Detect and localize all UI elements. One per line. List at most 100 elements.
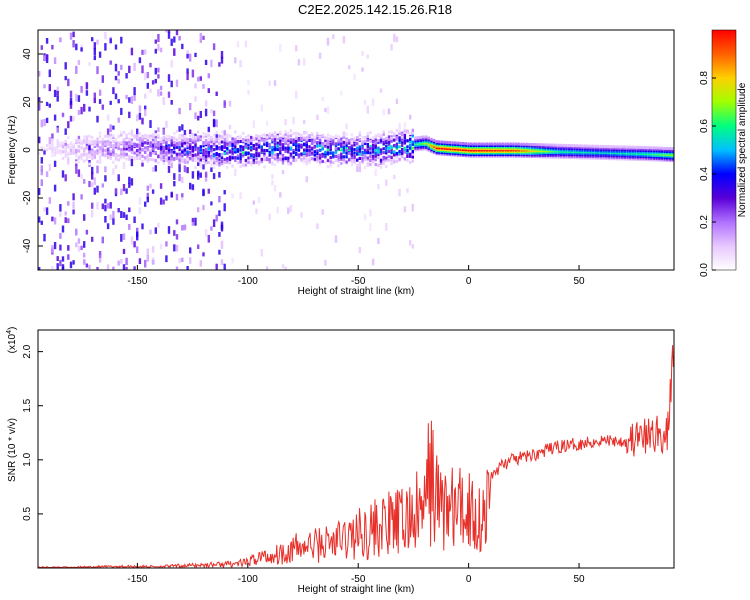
heatmap-ridge-cell bbox=[279, 149, 282, 153]
heatmap-ridge-cell bbox=[337, 138, 340, 142]
heatmap-ridge-cell bbox=[234, 142, 237, 146]
heatmap-ridge-cell bbox=[287, 143, 290, 147]
heatmap-cell bbox=[202, 164, 205, 170]
heatmap-ridge-cell bbox=[446, 140, 449, 144]
heatmap-cell bbox=[91, 182, 94, 187]
heatmap-cell bbox=[112, 210, 115, 219]
x-tick-label: 0 bbox=[466, 574, 472, 585]
heatmap-ridge-cell bbox=[186, 139, 189, 143]
heatmap-ridge-cell bbox=[210, 136, 213, 140]
heatmap-cell bbox=[157, 74, 160, 79]
heatmap-ridge-cell bbox=[181, 134, 184, 138]
heatmap-cell bbox=[59, 212, 62, 217]
heatmap-ridge-cell bbox=[178, 152, 181, 156]
heatmap-ridge-cell bbox=[242, 154, 245, 158]
heatmap-ridge-cell bbox=[271, 138, 274, 142]
heatmap-cell bbox=[77, 245, 81, 252]
heatmap-ridge-cell bbox=[106, 154, 110, 158]
heatmap-cell bbox=[202, 35, 205, 40]
heatmap-cell bbox=[223, 130, 226, 137]
heatmap-ridge-cell bbox=[305, 148, 308, 152]
heatmap-ridge-cell bbox=[467, 142, 470, 146]
heatmap-ridge-cell bbox=[173, 150, 176, 154]
heatmap-cell bbox=[385, 179, 388, 186]
heatmap-ridge-cell bbox=[51, 147, 54, 151]
heatmap-ridge-cell bbox=[226, 151, 229, 155]
heatmap-ridge-cell bbox=[191, 153, 195, 157]
heatmap-ridge-cell bbox=[146, 134, 149, 138]
heatmap-cell bbox=[197, 76, 200, 82]
heatmap-cell bbox=[43, 55, 46, 61]
heatmap-ridge-cell bbox=[207, 137, 210, 141]
heatmap-cell bbox=[303, 58, 306, 66]
heatmap-ridge-cell bbox=[91, 140, 94, 143]
heatmap-ridge-cell bbox=[303, 160, 306, 164]
heatmap-ridge-cell bbox=[271, 154, 274, 158]
colorbar-gradient bbox=[711, 29, 737, 271]
snr-series-line bbox=[38, 345, 674, 568]
heatmap-cell bbox=[45, 54, 49, 60]
heatmap-ridge-cell bbox=[287, 150, 290, 154]
heatmap-ridge-cell bbox=[165, 157, 168, 161]
heatmap-ridge-cell bbox=[178, 136, 181, 140]
heatmap-ridge-cell bbox=[215, 156, 218, 160]
heatmap-cell bbox=[53, 184, 57, 192]
heatmap-ridge-cell bbox=[239, 140, 242, 143]
heatmap-cell bbox=[215, 134, 218, 141]
heatmap-cell bbox=[40, 220, 43, 225]
heatmap-ridge-cell bbox=[289, 146, 293, 150]
heatmap-ridge-cell bbox=[167, 161, 171, 165]
heatmap-ridge-cell bbox=[366, 145, 369, 149]
heatmap-cell bbox=[144, 109, 147, 117]
heatmap-ridge-cell bbox=[175, 138, 179, 142]
heatmap-ridge-cell bbox=[276, 155, 279, 159]
heatmap-cell bbox=[61, 264, 65, 269]
heatmap-ridge-cell bbox=[300, 134, 303, 137]
heatmap-cell bbox=[374, 168, 377, 177]
heatmap-ridge-cell bbox=[382, 156, 385, 160]
heatmap-ridge-cell bbox=[393, 132, 396, 136]
heatmap-ridge-cell bbox=[398, 141, 401, 145]
heatmap-ridge-cell bbox=[130, 138, 134, 142]
heatmap-ridge-cell bbox=[390, 158, 393, 162]
heatmap-ridge-cell bbox=[358, 152, 361, 156]
heatmap-cell bbox=[130, 236, 134, 245]
heatmap-ridge-cell bbox=[173, 157, 176, 160]
heatmap-cell bbox=[154, 39, 157, 44]
heatmap-ridge-cell bbox=[61, 156, 65, 160]
heatmap-ridge-cell bbox=[80, 139, 83, 143]
heatmap-ridge-cell bbox=[75, 148, 78, 152]
heatmap-ridge-cell bbox=[395, 135, 399, 139]
heatmap-cell bbox=[69, 103, 73, 109]
heatmap-ridge-cell bbox=[69, 152, 73, 155]
heatmap-ridge-cell bbox=[91, 153, 94, 156]
heatmap-cell bbox=[130, 47, 134, 56]
heatmap-ridge-cell bbox=[260, 138, 263, 142]
heatmap-ridge-cell bbox=[114, 141, 118, 145]
heatmap-cell bbox=[85, 139, 89, 144]
heatmap-cell bbox=[109, 60, 112, 65]
heatmap-ridge-cell bbox=[56, 143, 59, 147]
heatmap-ridge-cell bbox=[411, 155, 414, 159]
heatmap-cell bbox=[64, 174, 67, 182]
heatmap-ridge-cell bbox=[409, 155, 412, 158]
heatmap-ridge-cell bbox=[432, 138, 436, 142]
heatmap-cell bbox=[109, 202, 112, 209]
heatmap-cell bbox=[133, 266, 136, 270]
heatmap-ridge-cell bbox=[244, 163, 248, 167]
heatmap-ridge-cell bbox=[289, 161, 293, 165]
heatmap-cell bbox=[38, 267, 41, 270]
heatmap-cell bbox=[61, 256, 65, 262]
heatmap-ridge-cell bbox=[122, 156, 126, 160]
heatmap-cell bbox=[178, 126, 181, 132]
heatmap-ridge-cell bbox=[393, 144, 396, 147]
heatmap-cell bbox=[215, 91, 218, 96]
heatmap-ridge-cell bbox=[456, 141, 460, 145]
heatmap-ridge-cell bbox=[91, 148, 94, 152]
heatmap-ridge-cell bbox=[342, 133, 346, 137]
heatmap-cell bbox=[48, 103, 51, 108]
heatmap-ridge-cell bbox=[85, 152, 89, 156]
heatmap-ridge-cell bbox=[170, 150, 173, 154]
heatmap-ridge-cell bbox=[234, 144, 237, 148]
heatmap-ridge-cell bbox=[398, 136, 401, 140]
